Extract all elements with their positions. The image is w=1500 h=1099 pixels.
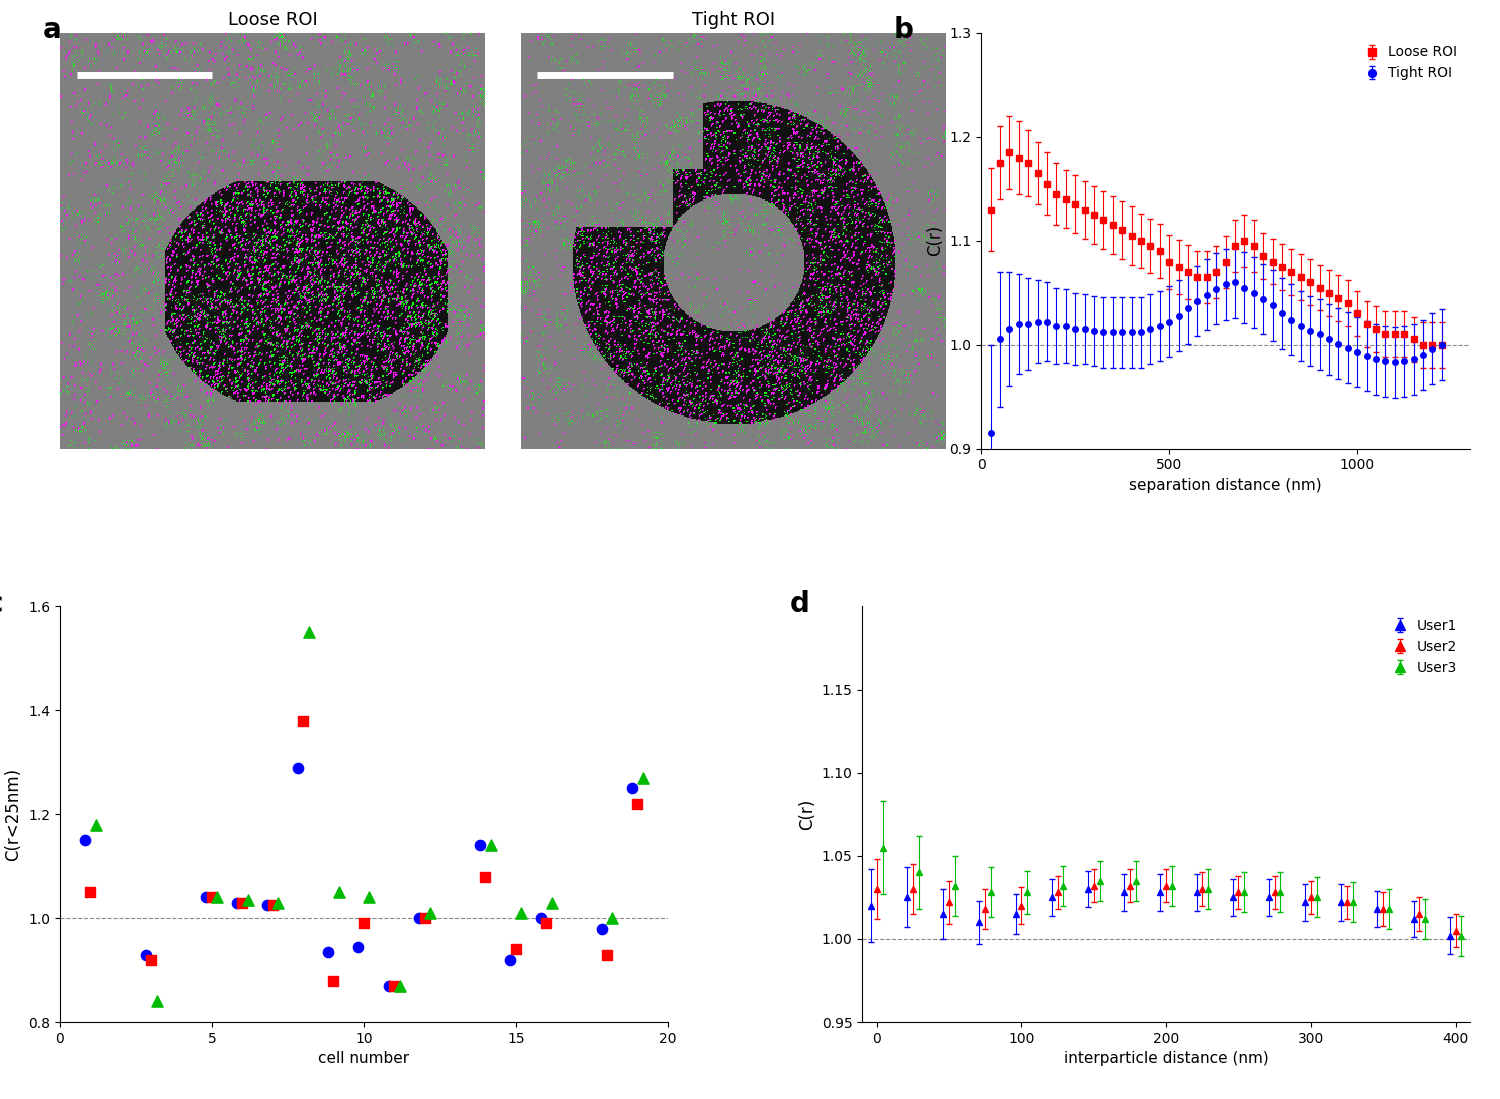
- Point: [626, 795, 650, 812]
- Point: [206, 889, 230, 907]
- Point: [590, 920, 613, 937]
- Point: [84, 815, 108, 833]
- Point: [504, 941, 528, 958]
- Point: [266, 893, 290, 911]
- Point: [596, 946, 619, 964]
- Point: [195, 889, 219, 907]
- Point: [134, 946, 158, 964]
- Y-axis label: C(r): C(r): [926, 225, 944, 256]
- Point: [498, 951, 522, 968]
- X-axis label: cell number: cell number: [318, 1052, 410, 1066]
- Point: [144, 992, 168, 1010]
- Point: [297, 623, 321, 641]
- Point: [327, 884, 351, 901]
- Point: [376, 977, 400, 995]
- Point: [78, 884, 102, 901]
- Point: [261, 897, 285, 914]
- Point: [321, 972, 345, 989]
- Point: [534, 914, 558, 932]
- Point: [255, 897, 279, 914]
- Text: c: c: [0, 590, 3, 618]
- Y-axis label: C(r<25nm): C(r<25nm): [4, 768, 22, 861]
- Point: [600, 909, 624, 926]
- Point: [140, 951, 164, 968]
- Point: [528, 909, 552, 926]
- Point: [406, 909, 430, 926]
- Text: a: a: [44, 16, 62, 44]
- Point: [316, 943, 340, 961]
- Point: [74, 832, 98, 850]
- Point: [478, 836, 502, 854]
- Text: b: b: [894, 16, 914, 44]
- Point: [382, 977, 406, 995]
- Point: [200, 889, 223, 907]
- X-axis label: interparticle distance (nm): interparticle distance (nm): [1064, 1052, 1269, 1066]
- Point: [419, 904, 442, 922]
- Point: [387, 977, 411, 995]
- Point: [468, 836, 492, 854]
- Point: [352, 914, 376, 932]
- Point: [285, 758, 309, 776]
- Point: [632, 769, 656, 787]
- Y-axis label: C(r): C(r): [798, 799, 816, 830]
- Point: [291, 712, 315, 730]
- Legend: User1, User2, User3: User1, User2, User3: [1389, 613, 1462, 680]
- Point: [346, 937, 370, 955]
- Point: [413, 909, 436, 926]
- Point: [357, 889, 381, 907]
- Legend: Loose ROI, Tight ROI: Loose ROI, Tight ROI: [1360, 40, 1462, 86]
- Point: [620, 779, 644, 797]
- Point: [474, 868, 498, 886]
- Title: Tight ROI: Tight ROI: [692, 11, 774, 29]
- Point: [510, 904, 534, 922]
- Point: [231, 893, 255, 911]
- Point: [236, 891, 260, 909]
- X-axis label: separation distance (nm): separation distance (nm): [1130, 478, 1322, 492]
- Point: [540, 893, 564, 911]
- Text: d: d: [789, 590, 808, 618]
- Point: [225, 893, 249, 911]
- Title: Loose ROI: Loose ROI: [228, 11, 318, 29]
